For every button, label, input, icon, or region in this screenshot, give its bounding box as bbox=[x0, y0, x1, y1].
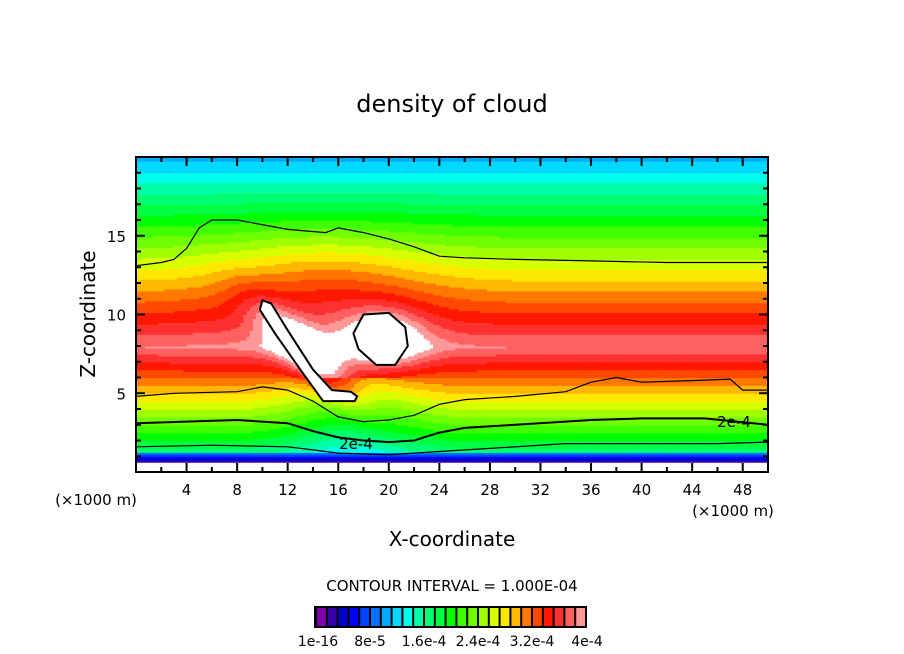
density-field bbox=[136, 157, 769, 473]
chart-title: density of cloud bbox=[356, 90, 547, 118]
chart: density of cloud 4 8 12 16 20 24 28 32 36 40 44 48 … bbox=[0, 0, 904, 654]
